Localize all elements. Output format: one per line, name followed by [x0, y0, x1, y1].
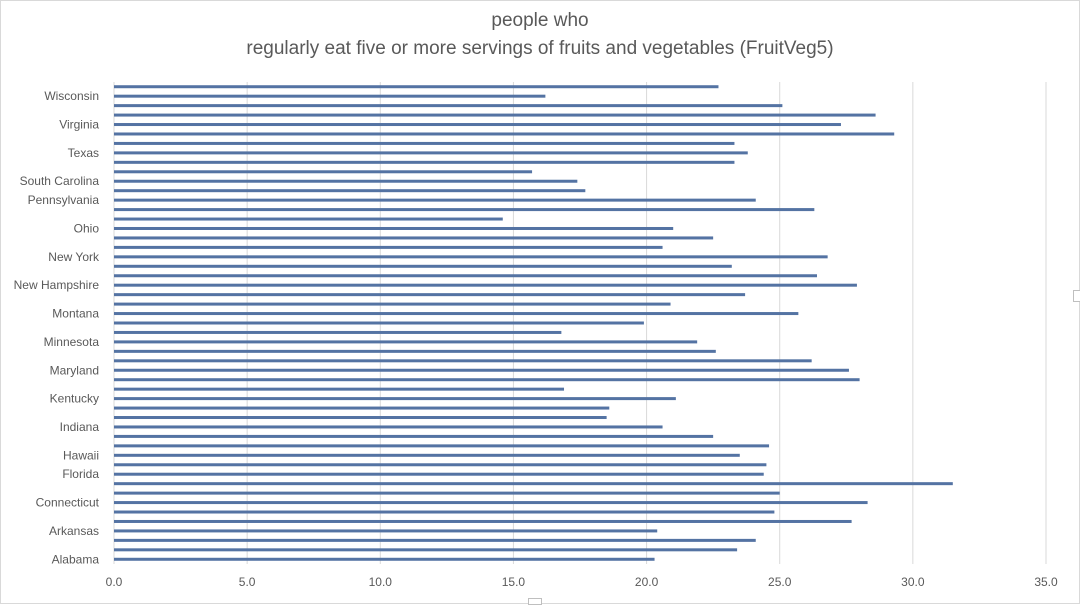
- y-tick-label: South Carolina: [20, 174, 100, 188]
- resize-handle-right[interactable]: [1073, 290, 1080, 302]
- y-tick-label: Indiana: [60, 420, 100, 434]
- x-tick-label: 10.0: [369, 575, 393, 589]
- bar: [114, 482, 953, 486]
- bar: [114, 198, 756, 202]
- bar: [114, 217, 503, 221]
- bar: [114, 406, 610, 410]
- x-tick-label: 5.0: [239, 575, 256, 589]
- bar: [114, 368, 849, 372]
- bar: [114, 538, 756, 542]
- bar: [114, 349, 716, 353]
- bar: [114, 416, 607, 420]
- bar: [114, 501, 868, 505]
- chart-title-line-2: regularly eat five or more servings of f…: [246, 38, 834, 59]
- bar: [114, 510, 775, 514]
- bar: [114, 463, 767, 467]
- x-tick-label: 15.0: [502, 575, 526, 589]
- bar: [114, 302, 671, 306]
- bar: [114, 94, 546, 98]
- y-tick-label: New York: [48, 250, 100, 264]
- bar: [114, 179, 578, 183]
- y-tick-label: New Hampshire: [14, 278, 100, 292]
- bar: [114, 434, 714, 438]
- bar: [114, 359, 812, 363]
- y-tick-label: Arkansas: [49, 524, 99, 538]
- bar: [114, 208, 815, 212]
- bar: [114, 425, 663, 429]
- bar: [114, 170, 533, 174]
- bar: [114, 557, 655, 561]
- y-tick-label: Wisconsin: [44, 89, 99, 103]
- x-tick-label: 20.0: [635, 575, 659, 589]
- bar: [114, 293, 746, 297]
- bar: [114, 274, 817, 278]
- y-tick-label: Alabama: [52, 552, 100, 566]
- y-tick-label: Virginia: [59, 118, 99, 132]
- bar: [114, 387, 565, 391]
- bar: [114, 189, 586, 193]
- y-tick-label: Ohio: [74, 221, 100, 235]
- y-tick-label: Pennsylvania: [28, 193, 100, 207]
- bar: [114, 340, 698, 344]
- bar: [114, 283, 857, 287]
- bar: [114, 255, 828, 259]
- bar: [114, 529, 658, 533]
- y-tick-label: Kentucky: [50, 392, 99, 406]
- bar: [114, 397, 676, 401]
- bar: [114, 321, 644, 325]
- bar: [114, 113, 876, 117]
- bar: [114, 123, 841, 127]
- bar: [114, 264, 732, 268]
- bar: [114, 160, 735, 164]
- bar: [114, 548, 738, 552]
- bar: [114, 330, 562, 334]
- bar: [114, 141, 735, 145]
- bar: [114, 472, 764, 476]
- y-tick-label: Texas: [68, 146, 99, 160]
- bar: [114, 491, 780, 495]
- bar: [114, 104, 783, 108]
- chart-title-line-1: people who: [491, 10, 589, 31]
- x-tick-label: 35.0: [1034, 575, 1058, 589]
- bar: [114, 151, 748, 155]
- bar: [114, 226, 674, 230]
- x-tick-label: 0.0: [106, 575, 123, 589]
- bar: [114, 236, 714, 240]
- bar: [114, 453, 740, 457]
- x-tick-label: 25.0: [768, 575, 792, 589]
- bar: [114, 519, 852, 523]
- bar: [114, 85, 719, 89]
- y-tick-label: Maryland: [50, 363, 99, 377]
- y-tick-label: Connecticut: [36, 496, 100, 510]
- bar: [114, 312, 799, 316]
- y-tick-label: Florida: [62, 467, 99, 481]
- bar: [114, 132, 895, 136]
- y-tick-label: Hawaii: [63, 448, 99, 462]
- y-tick-label: Minnesota: [44, 335, 100, 349]
- bar: [114, 444, 770, 448]
- bar: [114, 245, 663, 249]
- y-tick-label: Montana: [52, 307, 99, 321]
- bar: [114, 378, 860, 382]
- x-tick-label: 30.0: [901, 575, 925, 589]
